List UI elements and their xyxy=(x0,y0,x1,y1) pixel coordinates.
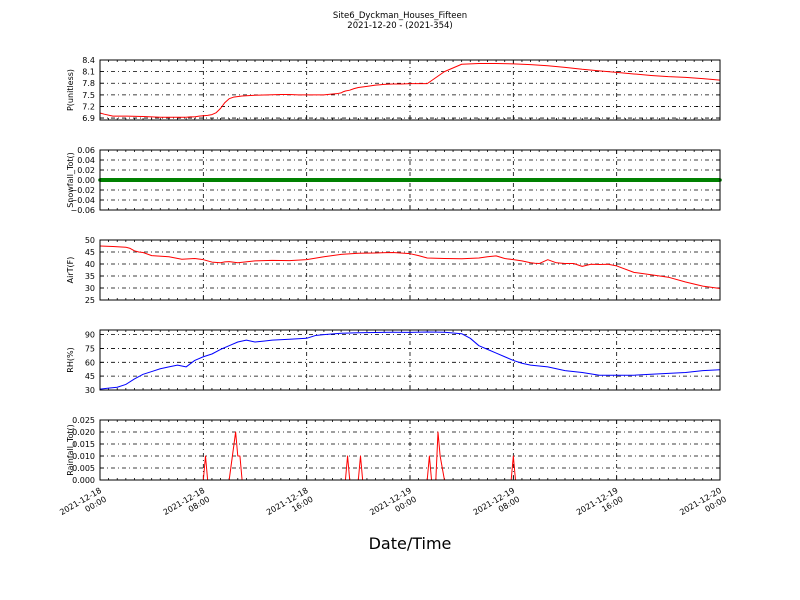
x-tick-label: 2021-12-1916:00 xyxy=(575,486,625,526)
y-tick-label: 0.06 xyxy=(77,146,95,155)
y-tick-label: −0.02 xyxy=(70,186,95,195)
y-axis-label: AirT(F) xyxy=(66,257,75,284)
series-line-air-temperature xyxy=(99,245,721,289)
series-line-pressure xyxy=(99,62,721,118)
y-tick-label: 7.8 xyxy=(82,79,95,88)
panel-relative-humidity: 30 45 60 75 90 RH(%) xyxy=(66,329,721,395)
series-line-relative-humidity xyxy=(99,331,721,390)
y-tick-label: 50 xyxy=(85,236,95,245)
y-tick-label: 7.5 xyxy=(82,91,95,100)
y-tick-label: 0.000 xyxy=(72,476,95,485)
panel-snowfall: −0.06−0.04−0.020.000.020.040.06Snowfall_… xyxy=(66,146,722,215)
x-tick-label: 2021-12-1900:00 xyxy=(368,486,418,526)
y-tick-label: 35 xyxy=(85,272,95,281)
y-tick-label: 90 xyxy=(85,331,95,340)
y-tick-label: 0.015 xyxy=(72,440,95,449)
y-axis-label: P(unitless) xyxy=(66,69,75,111)
figure-subtitle: 2021-12-20 - (2021-354) xyxy=(347,21,453,31)
axes-frame xyxy=(99,59,721,121)
x-tick-label: 2021-12-1800:00 xyxy=(58,486,108,526)
y-tick-label: 8.4 xyxy=(82,56,95,65)
axes-frame xyxy=(99,419,721,481)
y-tick-label: 0.00 xyxy=(77,176,95,185)
y-tick-label: 30 xyxy=(85,386,95,395)
y-tick-label: 0.025 xyxy=(72,416,95,425)
y-tick-label: −0.04 xyxy=(70,196,95,205)
y-tick-label: 25 xyxy=(85,296,95,305)
panel-air-temperature: 25 30 35 40 45 50 AirT(F) xyxy=(66,236,721,305)
x-tick-label: 2021-12-1808:00 xyxy=(162,486,212,526)
y-tick-label: 40 xyxy=(85,260,95,269)
y-axis-label: Rainfall_Tot() xyxy=(66,424,75,476)
y-tick-label: 60 xyxy=(85,358,95,367)
y-tick-label: 0.010 xyxy=(72,452,95,461)
y-tick-label: 45 xyxy=(85,248,95,257)
axes-frame xyxy=(99,149,721,211)
axes-frame xyxy=(99,329,721,391)
y-tick-label: 30 xyxy=(85,284,95,293)
x-tick-labels: 2021-12-1800:00 2021-12-1808:00 2021-12-18… xyxy=(58,486,728,526)
figure-title: Site6_Dyckman_Houses_Fifteen xyxy=(332,11,468,21)
axes-frame xyxy=(99,239,721,301)
x-tick-label: 2021-12-1816:00 xyxy=(265,486,315,526)
y-tick-label: 0.02 xyxy=(77,166,95,175)
y-tick-label: −0.06 xyxy=(70,206,95,215)
y-tick-label: 7.2 xyxy=(82,102,95,111)
panel-rainfall: 0.000 0.005 0.010 0.015 0.020 0.025Rainfall_T… xyxy=(66,416,721,485)
x-tick-label: 2021-12-2000:00 xyxy=(678,486,728,526)
y-axis-label: Snowfall_Tot() xyxy=(66,152,75,208)
y-tick-label: 45 xyxy=(85,372,95,381)
x-tick-label: 2021-12-1908:00 xyxy=(472,486,522,526)
y-tick-label: 6.9 xyxy=(82,114,95,123)
y-tick-label: 0.005 xyxy=(72,464,95,473)
panel-pressure: 6.9 7.2 7.5 7.8 8.1 8.4 P(unitless) xyxy=(66,56,721,123)
x-axis-label: Date/Time xyxy=(368,534,452,553)
y-axis-label: RH(%) xyxy=(66,347,75,372)
y-tick-label: 8.1 xyxy=(82,68,95,77)
y-tick-label: 0.020 xyxy=(72,428,95,437)
y-tick-label: 75 xyxy=(85,344,95,353)
y-tick-label: 0.04 xyxy=(77,156,95,165)
